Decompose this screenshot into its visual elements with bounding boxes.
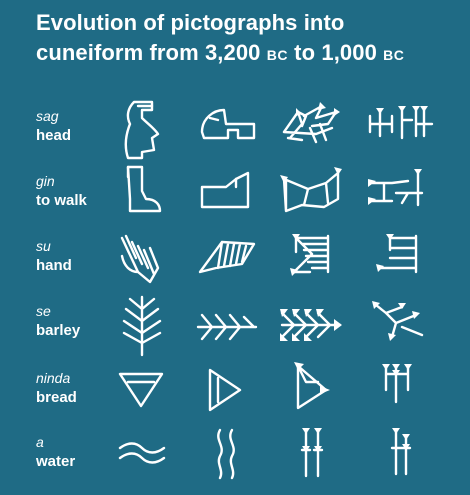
title-bc-2: BC — [383, 47, 405, 63]
bread-late-cuneiform-glyph — [362, 360, 434, 431]
foot-pictograph-glyph — [108, 163, 180, 234]
sign-row-to-walk: gin to walk — [0, 163, 470, 229]
row-label: ninda bread — [36, 368, 116, 408]
row-label: gin to walk — [36, 171, 116, 211]
title-bc-1: BC — [266, 47, 288, 63]
head-cuneiform-glyph — [276, 98, 348, 169]
water-early-glyph — [192, 424, 264, 495]
glyph-set — [0, 163, 470, 229]
water-cuneiform-glyph — [276, 424, 348, 495]
bread-early-glyph — [192, 360, 264, 431]
glyph-set — [0, 293, 470, 359]
foot-cuneiform-glyph — [276, 163, 348, 234]
sign-row-bread: ninda bread — [0, 360, 470, 426]
sumerian-word: se — [36, 303, 51, 319]
head-pictograph-glyph — [108, 98, 180, 169]
hand-early-glyph — [192, 228, 264, 299]
title-line-2a: cuneiform from 3,200 — [36, 40, 267, 65]
glyph-set — [0, 424, 470, 490]
head-late-cuneiform-glyph — [362, 98, 434, 169]
barley-pictograph-glyph — [108, 293, 180, 364]
english-word: water — [36, 453, 76, 470]
page-title: Evolution of pictographs into cuneiform … — [36, 8, 456, 70]
hand-pictograph-glyph — [108, 228, 180, 299]
bread-pictograph-glyph — [108, 360, 180, 431]
row-label: se barley — [36, 301, 116, 341]
glyph-set — [0, 228, 470, 294]
water-late-cuneiform-glyph — [362, 424, 434, 495]
glyph-set — [0, 360, 470, 426]
sign-row-barley: se barley — [0, 293, 470, 359]
hand-cuneiform-glyph — [276, 228, 348, 299]
sumerian-word: gin — [36, 173, 55, 189]
foot-early-glyph — [192, 163, 264, 234]
english-word: bread — [36, 389, 77, 406]
barley-cuneiform-glyph — [276, 293, 348, 364]
sign-row-head: sag head — [0, 98, 470, 164]
barley-early-glyph — [192, 293, 264, 364]
sumerian-word: a — [36, 434, 44, 450]
english-word: to walk — [36, 192, 87, 209]
foot-late-cuneiform-glyph — [362, 163, 434, 234]
sumerian-word: su — [36, 238, 51, 254]
english-word: hand — [36, 257, 72, 274]
row-label: su hand — [36, 236, 116, 276]
sumerian-word: ninda — [36, 370, 71, 386]
english-word: head — [36, 127, 72, 144]
water-pictograph-glyph — [108, 424, 180, 495]
english-word: barley — [36, 322, 81, 339]
sumerian-word: sag — [36, 108, 59, 124]
sign-table: sag head gin to walk — [0, 98, 470, 480]
row-label: sag head — [36, 106, 116, 146]
title-line-1: Evolution of pictographs into — [36, 10, 345, 35]
head-early-glyph — [192, 98, 264, 169]
hand-late-cuneiform-glyph — [362, 228, 434, 299]
bread-cuneiform-glyph — [276, 360, 348, 431]
title-line-2b: to 1,000 — [287, 40, 384, 65]
row-label: a water — [36, 432, 116, 472]
sign-row-water: a water — [0, 424, 470, 490]
glyph-set — [0, 98, 470, 164]
sign-row-hand: su hand — [0, 228, 470, 294]
barley-late-cuneiform-glyph — [362, 293, 434, 364]
